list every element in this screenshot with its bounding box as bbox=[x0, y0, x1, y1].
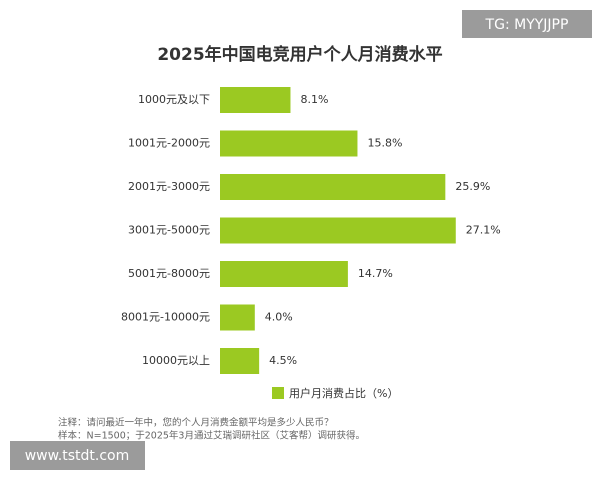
watermark-box bbox=[462, 10, 592, 38]
value-label: 27.1% bbox=[466, 224, 501, 237]
category-label: 10000元以上 bbox=[142, 354, 210, 367]
note: 样本：N=1500；于2025年3月通过艾瑞调研社区（艾客帮）调研获得。 bbox=[58, 430, 365, 442]
bar bbox=[220, 348, 260, 374]
watermark-box bbox=[10, 441, 145, 470]
category-label: 5001元-8000元 bbox=[128, 267, 210, 280]
value-label: 25.9% bbox=[455, 180, 490, 193]
value-label: 8.1% bbox=[300, 93, 328, 106]
legend-label: 用户月消费占比（%） bbox=[289, 386, 398, 400]
value-label: 15.8% bbox=[367, 137, 402, 150]
bar bbox=[220, 130, 358, 157]
watermark: TG: MYYJJPP bbox=[485, 17, 569, 33]
watermark: www.tstdt.com bbox=[25, 448, 130, 464]
bar bbox=[220, 217, 456, 244]
category-label: 3001元-5000元 bbox=[128, 224, 210, 237]
category-label: 8001元-10000元 bbox=[121, 311, 210, 324]
value-label: 4.0% bbox=[265, 311, 293, 324]
chart-title: 2025年中国电竞用户个人月消费水平 bbox=[157, 44, 442, 65]
bar bbox=[220, 304, 255, 331]
bar bbox=[220, 261, 348, 287]
category-label: 1000元及以下 bbox=[138, 93, 210, 106]
legend-swatch bbox=[272, 387, 284, 399]
bar bbox=[220, 87, 291, 113]
value-label: 14.7% bbox=[358, 267, 393, 280]
value-label: 4.5% bbox=[269, 354, 297, 367]
category-label: 2001元-3000元 bbox=[128, 180, 210, 193]
bar bbox=[220, 174, 446, 200]
category-label: 1001元-2000元 bbox=[128, 137, 210, 150]
note: 注释：请问最近一年中，您的个人月消费金额平均是多少人民币？ bbox=[58, 417, 334, 429]
